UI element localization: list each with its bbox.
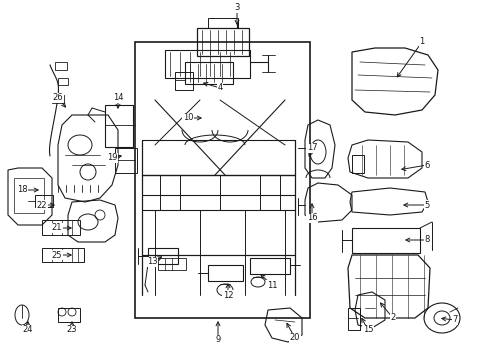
Bar [207,18,238,28]
Bar [184,62,232,84]
Text: 11: 11 [266,280,277,289]
Bar [351,155,363,173]
Text: 9: 9 [215,336,220,345]
Text: 21: 21 [52,224,62,233]
Text: 22: 22 [37,201,47,210]
Bar [164,50,249,78]
Text: 20: 20 [289,333,300,342]
Text: 18: 18 [17,185,27,194]
Bar [175,72,193,90]
Bar [351,228,419,253]
Text: 12: 12 [223,291,233,300]
Bar [42,248,84,262]
Bar [14,178,44,213]
Bar [42,220,80,235]
Bar [58,308,80,322]
Text: 19: 19 [106,153,117,162]
Text: 10: 10 [183,113,193,122]
Text: 24: 24 [23,325,33,334]
Bar [347,308,359,330]
Text: 6: 6 [424,161,429,170]
Text: 15: 15 [362,325,372,334]
Bar [148,248,178,264]
Bar [115,148,137,173]
Text: 17: 17 [306,144,317,153]
Bar [52,95,64,103]
Text: 13: 13 [146,257,157,266]
Text: 7: 7 [451,315,457,324]
Bar [207,265,243,281]
Text: 16: 16 [306,213,317,222]
Text: 23: 23 [66,325,77,334]
Bar [135,42,309,318]
Bar [158,258,185,270]
Text: 8: 8 [424,235,429,244]
Text: 14: 14 [113,94,123,103]
Text: 2: 2 [389,314,395,323]
Bar [35,195,53,207]
Bar [249,258,289,274]
Text: 26: 26 [53,94,63,103]
Bar [197,28,248,56]
Text: 4: 4 [217,84,222,93]
Text: 3: 3 [234,4,239,13]
Bar [58,78,68,85]
Text: 25: 25 [52,251,62,260]
Text: 1: 1 [419,37,424,46]
Bar [105,105,133,147]
Text: 5: 5 [424,201,429,210]
Bar [55,62,67,70]
